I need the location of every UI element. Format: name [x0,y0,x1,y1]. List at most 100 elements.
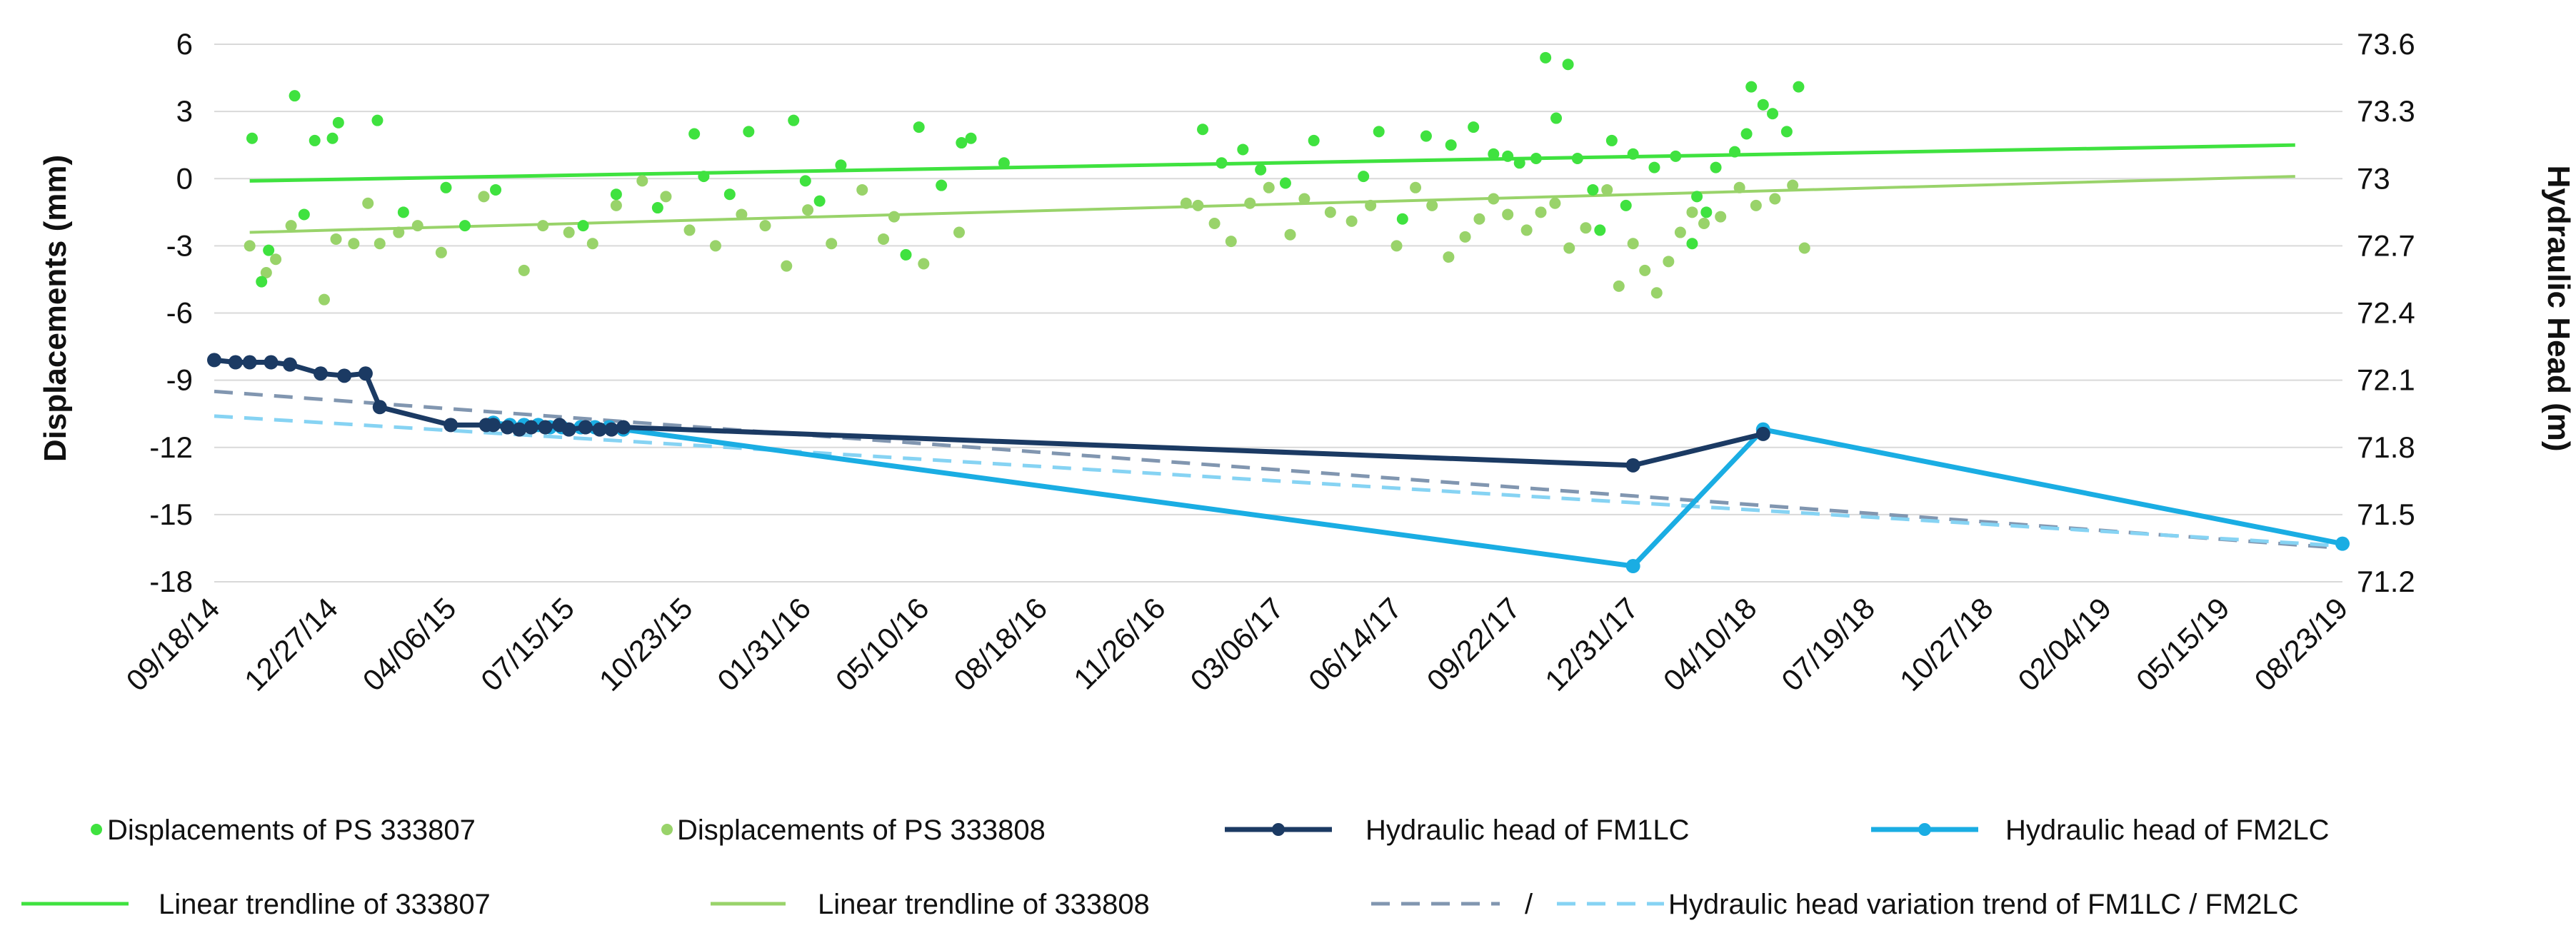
left-tick-label: -9 [166,363,193,397]
point-fm1lc [358,366,373,381]
point-ps333808 [856,183,868,196]
point-ps333808 [1208,218,1221,229]
x-tick-label: 08/18/16 [947,591,1053,697]
point-ps333808 [1686,206,1698,218]
point-fm1lc [314,366,328,381]
point-ps333807 [246,132,258,144]
point-ps333807 [688,128,701,140]
point-ps333807 [1571,153,1583,165]
right-tick-label: 72.4 [2357,296,2415,330]
point-ps333808 [1324,206,1336,218]
point-ps333808 [1715,211,1727,223]
point-ps333807 [1594,224,1606,236]
point-ps333808 [1284,228,1296,241]
point-ps333807 [289,90,301,102]
left-tick-label: -18 [149,565,193,598]
x-tick-label: 12/31/17 [1538,591,1645,697]
legend: Displacements of PS 333807 Displacements… [21,815,2330,920]
point-ps333807 [1729,146,1741,158]
point-ps333807 [1396,213,1408,225]
tick-label-layer: 6 73.6 3 73.3 0 73 -3 72.7 -6 72.4 -9 72.1 -12 71.8 -1… [120,27,2415,697]
point-ps333808 [563,226,575,238]
left-tick-label: -6 [166,296,193,330]
point-fm1lc [538,420,553,435]
point-ps333807 [1279,177,1291,189]
trendline-fm2lc [214,414,2343,548]
point-fm1lc [500,420,515,435]
legend-marker-ps333807 [91,824,102,835]
point-ps333807 [1540,51,1552,64]
left-tick-label: 0 [176,161,193,195]
point-ps333807 [256,276,268,288]
point-fm1lc [372,400,387,415]
grid-layer [214,44,2342,583]
legend-label-fm2lc: Hydraulic head of FM2LC [2005,815,2330,846]
legend-label-trend-fm: Hydraulic head variation trend of FM1LC … [1668,889,2299,920]
left-tick-label: -3 [166,228,193,262]
x-tick-label: 05/10/16 [829,591,936,697]
point-ps333808 [918,258,930,270]
point-fm1lc [337,368,352,383]
point-ps333807 [298,208,310,221]
point-ps333807 [577,220,589,232]
point-ps333807 [1308,134,1320,146]
point-ps333808 [1549,197,1561,209]
point-ps333807 [813,195,826,207]
x-tick-label: 06/14/17 [1302,591,1408,697]
point-ps333808 [1426,199,1438,211]
point-ps333808 [1663,256,1675,268]
point-ps333807 [1237,143,1249,156]
left-axis-title: Displacements (mm) [38,155,73,462]
point-ps333808 [1410,181,1422,193]
x-tick-label: 03/06/17 [1184,591,1290,697]
point-ps333807 [998,157,1010,169]
point-ps333808 [1601,183,1613,196]
point-ps333808 [330,233,342,245]
point-fm1lc [486,418,501,433]
point-ps333807 [263,244,275,256]
right-tick-label: 72.7 [2357,228,2415,262]
point-ps333808 [1787,179,1799,191]
point-fm1lc [616,420,631,435]
point-ps333807 [1502,150,1514,162]
right-tick-label: 71.2 [2357,565,2415,598]
point-ps333808 [1459,231,1471,243]
point-ps333807 [1691,191,1703,203]
point-ps333807 [1587,183,1599,196]
left-tick-label: 6 [176,27,193,61]
point-ps333807 [397,206,409,218]
point-ps333808 [1502,208,1514,221]
x-tick-label: 12/27/14 [238,591,344,697]
left-tick-label: 3 [176,94,193,128]
point-ps333807 [1745,81,1758,93]
point-ps333808 [736,208,748,221]
point-ps333808 [802,204,814,216]
scatter-layer [244,51,1810,306]
point-ps333808 [1627,238,1639,250]
point-fm2lc [2335,536,2350,551]
point-ps333808 [478,191,490,203]
point-ps333808 [1698,218,1710,229]
x-tick-label: 07/19/18 [1775,591,1881,697]
point-ps333807 [1550,112,1563,124]
point-ps333807 [458,220,471,232]
point-ps333808 [1674,226,1686,238]
point-fm1lc [523,420,538,435]
x-tick-label: 07/15/15 [474,591,581,697]
legend-label-ps333808: Displacements of PS 333808 [677,815,1046,846]
point-ps333807 [1780,126,1793,138]
point-ps333807 [1767,108,1779,120]
point-ps333808 [435,246,447,258]
point-ps333808 [953,226,965,238]
point-ps333807 [651,202,663,214]
point-ps333808 [244,240,256,252]
point-ps333808 [636,175,648,187]
point-ps333808 [362,197,374,209]
trendline-333808 [249,175,2295,234]
trendline-fm1lc [214,389,2343,550]
point-fm1lc [561,422,576,437]
point-ps333807 [1468,121,1480,133]
point-ps333807 [1530,153,1542,165]
point-ps333808 [709,240,721,252]
right-tick-label: 71.5 [2357,498,2415,531]
